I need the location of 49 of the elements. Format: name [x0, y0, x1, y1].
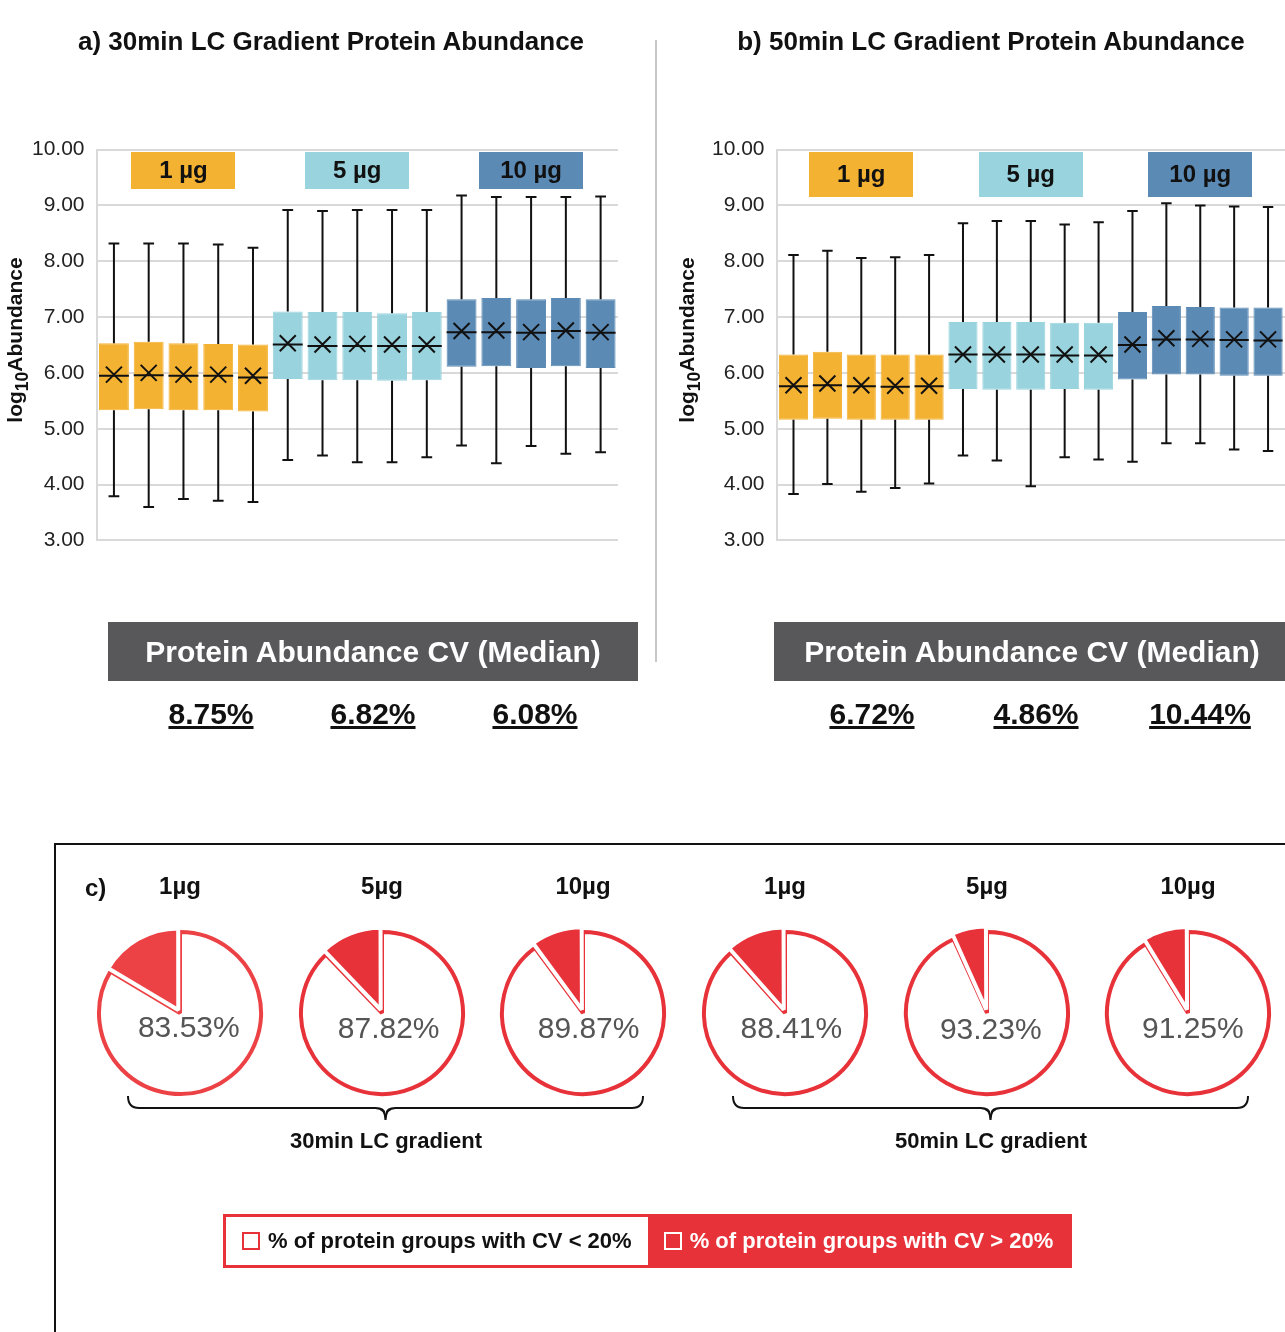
text: 6.82%: [330, 697, 416, 730]
chart-title: 5µg: [361, 872, 403, 900]
text: 50min LC gradient: [895, 1128, 1087, 1154]
y-tick-label: 10.00: [31, 136, 85, 160]
data-label: 87.82%: [337, 1010, 440, 1044]
text: 6.08%: [492, 697, 578, 730]
data-label: 91.25%: [1141, 1011, 1244, 1045]
y-tick-label: 5.00: [43, 415, 85, 439]
text: 5 µg: [333, 156, 382, 185]
chart-title: b) 50min LC Gradient Protein Abundance: [737, 26, 1245, 57]
text: 30min LC gradient: [290, 1128, 482, 1154]
text: 10.44%: [1149, 697, 1251, 730]
chart-title: 5µg: [966, 872, 1008, 900]
y-tick-label: 8.00: [723, 248, 765, 272]
y-tick-label: 4.00: [43, 471, 85, 495]
legend-label: % of protein groups with CV < 20%: [268, 1228, 632, 1254]
text: Protein Abundance CV (Median): [804, 634, 1260, 669]
y-tick-label: 6.00: [723, 359, 765, 383]
y-tick-label: 9.00: [723, 192, 765, 216]
legend-label: % of protein groups with CV > 20%: [689, 1228, 1054, 1254]
y-tick-label: 3.00: [43, 527, 85, 551]
y-tick-label: 8.00: [43, 248, 85, 272]
chart-title: 10µg: [1160, 872, 1216, 900]
y-tick-label: 7.00: [723, 303, 765, 327]
data-label: 89.87%: [537, 1011, 640, 1045]
chart-title: a) 30min LC Gradient Protein Abundance: [77, 26, 585, 57]
data-label: 83.53%: [137, 1009, 240, 1043]
text: 1 µg: [837, 160, 886, 189]
y-tick-label: 9.00: [43, 192, 85, 216]
text: 10 µg: [500, 156, 562, 185]
y-tick-label: 6.00: [43, 359, 85, 383]
text: 4.86%: [993, 697, 1079, 730]
text: 10 µg: [1169, 160, 1232, 189]
text: 8.75%: [168, 697, 254, 730]
text: Protein Abundance CV (Median): [145, 634, 601, 669]
chart-title: 10µg: [555, 872, 611, 900]
chart-title: 1µg: [764, 872, 806, 900]
text: 1 µg: [159, 156, 208, 185]
chart-title: 1µg: [159, 872, 201, 900]
y-tick-label: 5.00: [723, 415, 765, 439]
data-label: 88.41%: [740, 1010, 843, 1044]
text: c): [85, 874, 107, 902]
y-tick-label: 4.00: [723, 471, 765, 495]
y-tick-label: 10.00: [711, 136, 765, 160]
data-label: 93.23%: [939, 1011, 1042, 1045]
text: 6.72%: [829, 697, 915, 730]
y-tick-label: 3.00: [723, 527, 765, 551]
text: 5 µg: [1006, 160, 1056, 189]
y-tick-label: 7.00: [43, 303, 85, 327]
